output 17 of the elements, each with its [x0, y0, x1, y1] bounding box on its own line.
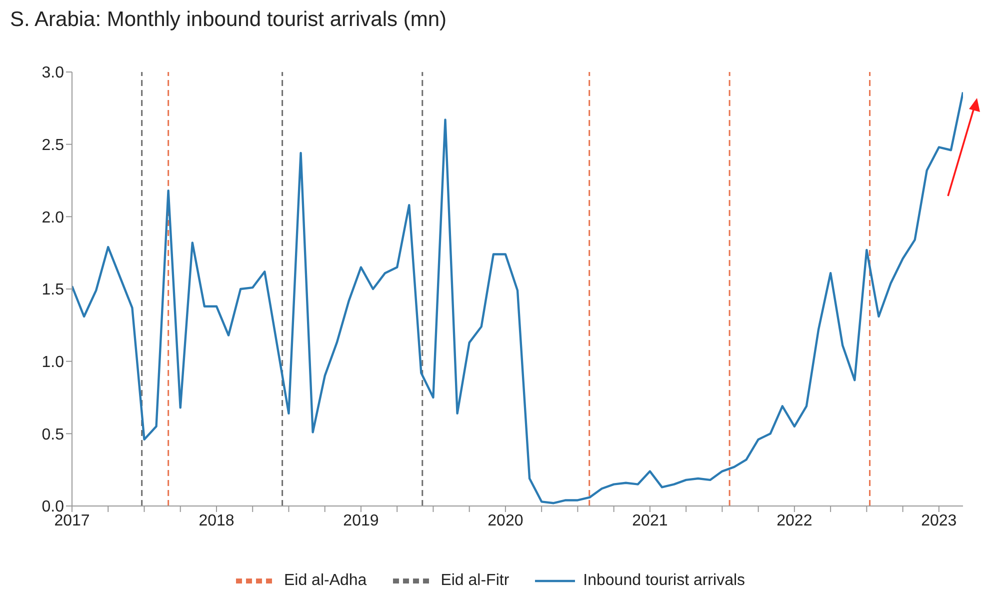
y-tick-label: 2.5 [42, 137, 64, 154]
y-tick-label: 1.5 [42, 282, 64, 299]
x-tick-label: 2020 [488, 512, 524, 530]
legend-label: Eid al-Fitr [440, 572, 510, 590]
x-tick-label: 2023 [921, 512, 957, 530]
y-tick-label: 0.5 [42, 426, 64, 444]
legend-label: Inbound tourist arrivals [583, 572, 746, 590]
legend-label: Eid al-Adha [284, 572, 367, 590]
x-tick-label: 2021 [632, 512, 668, 530]
y-tick-label: 1.0 [42, 354, 64, 372]
y-tick-label: 3.0 [42, 64, 64, 82]
y-tick-label: 2.0 [42, 209, 64, 226]
x-tick-label: 2018 [198, 512, 234, 530]
x-tick-label: 2019 [343, 512, 379, 530]
x-tick-label: 2022 [776, 512, 812, 530]
chart-title: S. Arabia: Monthly inbound tourist arrivals (mn) [10, 8, 447, 32]
x-tick-label: 2017 [54, 512, 90, 530]
